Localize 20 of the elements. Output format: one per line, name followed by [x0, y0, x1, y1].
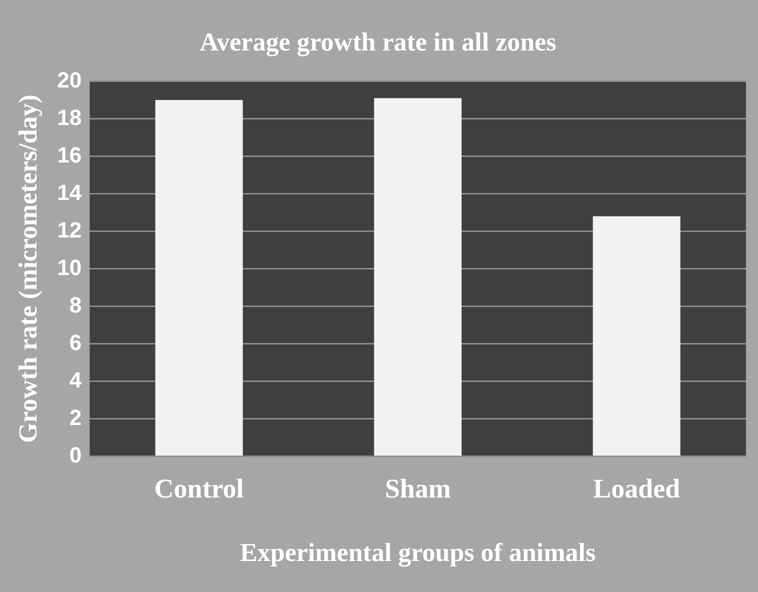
bar	[592, 216, 680, 456]
y-tick-label: 10	[57, 254, 82, 280]
y-tick-label: 0	[69, 442, 82, 468]
y-tick-label: 18	[57, 104, 82, 130]
x-tick-label: Loaded	[593, 474, 680, 504]
y-axis-title: Growth rate (micrometers/day)	[13, 94, 42, 444]
y-tick-label: 2	[69, 404, 82, 430]
y-tick-label: 6	[69, 330, 82, 355]
y-tick-label: 20	[57, 67, 82, 92]
y-tick-label: 12	[57, 217, 82, 242]
y-tick-label: 14	[57, 180, 82, 205]
bar	[374, 98, 462, 456]
x-tick-label: Sham	[384, 474, 452, 504]
x-tick-label: Control	[154, 474, 244, 504]
y-tick-label: 16	[57, 142, 82, 168]
chart-title: Average growth rate in all zones	[200, 27, 556, 56]
y-tick-label: 4	[69, 367, 82, 392]
x-axis-title: Experimental groups of animals	[240, 538, 596, 568]
y-tick-label: 8	[69, 292, 82, 318]
bar	[155, 100, 243, 456]
